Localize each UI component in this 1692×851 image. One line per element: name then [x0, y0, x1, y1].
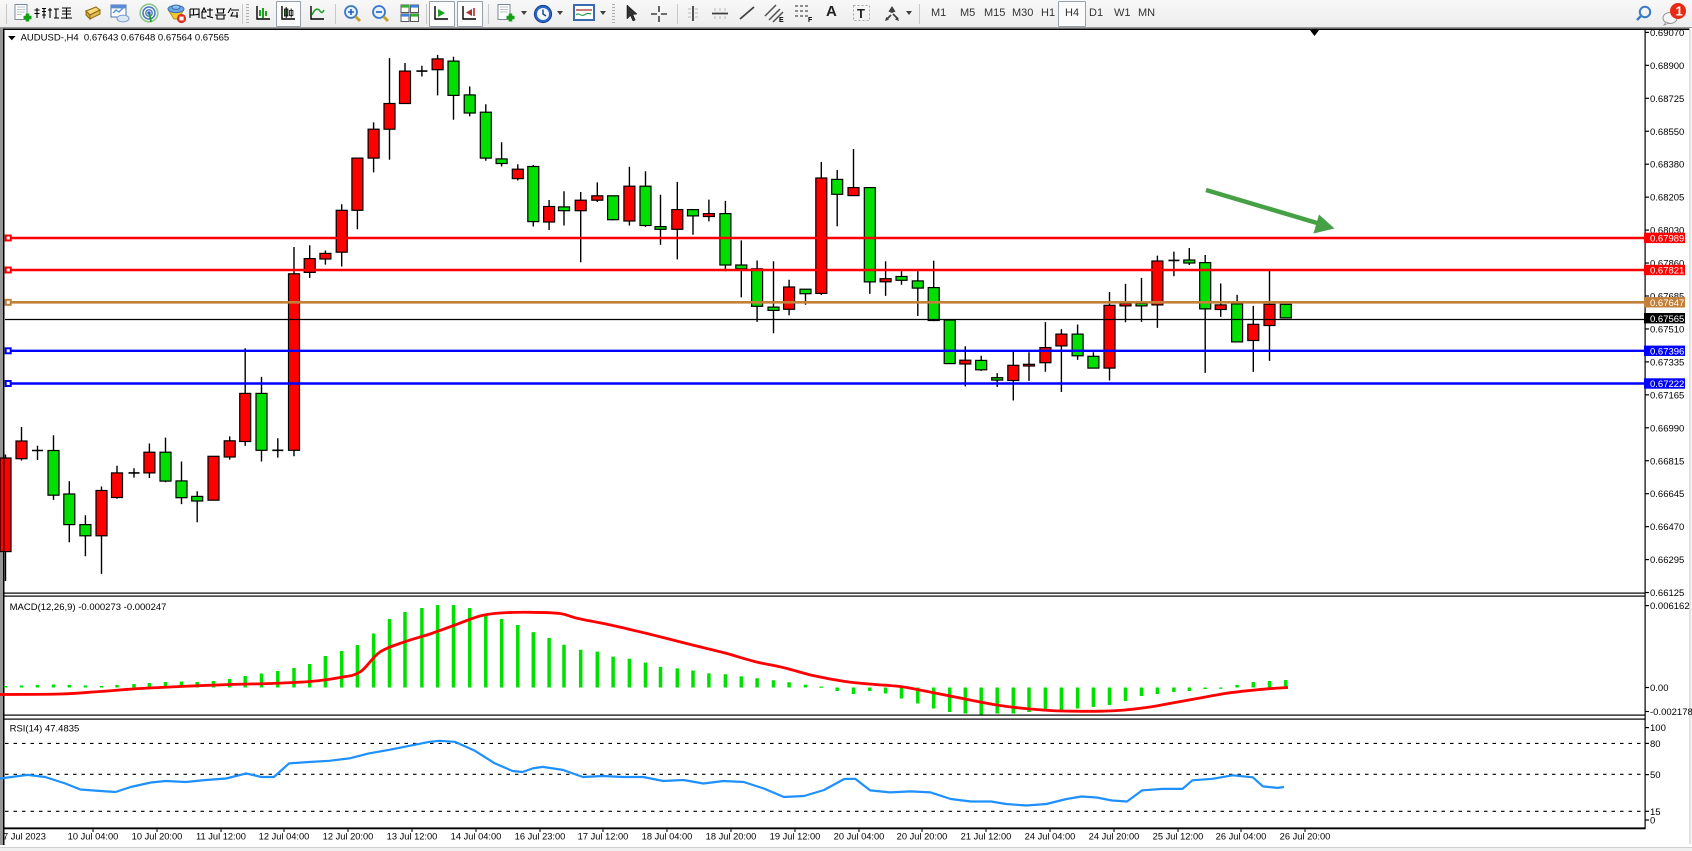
svg-text:12 Jul 20:00: 12 Jul 20:00 — [323, 832, 374, 842]
svg-text:10 Jul 20:00: 10 Jul 20:00 — [132, 832, 183, 842]
svg-text:0.67396: 0.67396 — [1650, 346, 1684, 357]
svg-text:26 Jul 20:00: 26 Jul 20:00 — [1280, 832, 1331, 842]
svg-text:0.67222: 0.67222 — [1650, 379, 1684, 390]
svg-text:20 Jul 20:00: 20 Jul 20:00 — [897, 832, 948, 842]
svg-text:10 Jul 04:00: 10 Jul 04:00 — [68, 832, 119, 842]
svg-text:0.66815: 0.66815 — [1650, 456, 1684, 467]
svg-text:17 Jul 12:00: 17 Jul 12:00 — [578, 832, 629, 842]
svg-text:0.68900: 0.68900 — [1650, 61, 1684, 72]
svg-text:0.68030: 0.68030 — [1650, 226, 1684, 237]
svg-text:24 Jul 04:00: 24 Jul 04:00 — [1025, 832, 1076, 842]
svg-text:20 Jul 04:00: 20 Jul 04:00 — [834, 832, 885, 842]
svg-text:0.68550: 0.68550 — [1650, 127, 1684, 138]
svg-text:MACD(12,26,9) -0.000273 -0.000: MACD(12,26,9) -0.000273 -0.000247 — [10, 602, 167, 613]
svg-text:0.66990: 0.66990 — [1650, 423, 1684, 434]
svg-text:24 Jul 20:00: 24 Jul 20:00 — [1089, 832, 1140, 842]
svg-text:0.00: 0.00 — [1650, 683, 1669, 694]
svg-text:0.67565: 0.67565 — [1650, 314, 1684, 325]
svg-text:0.67860: 0.67860 — [1650, 259, 1684, 270]
svg-text:16 Jul 23:00: 16 Jul 23:00 — [515, 832, 566, 842]
svg-text:80: 80 — [1650, 739, 1661, 750]
svg-text:0.69070: 0.69070 — [1650, 28, 1684, 39]
svg-text:14 Jul 04:00: 14 Jul 04:00 — [451, 832, 502, 842]
svg-text:0.66125: 0.66125 — [1650, 588, 1684, 599]
svg-text:18 Jul 20:00: 18 Jul 20:00 — [706, 832, 757, 842]
svg-text:0.68725: 0.68725 — [1650, 94, 1684, 105]
svg-text:13 Jul 12:00: 13 Jul 12:00 — [387, 832, 438, 842]
svg-text:F: F — [808, 17, 813, 23]
svg-text:15: 15 — [1650, 807, 1661, 818]
svg-text:18 Jul 04:00: 18 Jul 04:00 — [642, 832, 693, 842]
svg-text:0.67821: 0.67821 — [1650, 266, 1684, 277]
svg-text:11 Jul 12:00: 11 Jul 12:00 — [196, 832, 246, 842]
svg-text:E: E — [779, 17, 784, 23]
svg-text:12 Jul 04:00: 12 Jul 04:00 — [259, 832, 310, 842]
svg-text:0.68380: 0.68380 — [1650, 160, 1684, 171]
svg-text:0.67647: 0.67647 — [1650, 298, 1684, 309]
svg-text:0.67685: 0.67685 — [1650, 292, 1684, 303]
svg-text:0.66295: 0.66295 — [1650, 555, 1684, 566]
svg-text:T: T — [857, 6, 865, 21]
svg-text:26 Jul 04:00: 26 Jul 04:00 — [1216, 832, 1267, 842]
svg-text:50: 50 — [1650, 770, 1661, 781]
svg-text:0.67510: 0.67510 — [1650, 324, 1684, 335]
svg-text:0.68205: 0.68205 — [1650, 193, 1684, 204]
svg-text:100: 100 — [1650, 723, 1666, 734]
svg-text:-0.002178: -0.002178 — [1650, 707, 1692, 718]
svg-text:1: 1 — [1676, 4, 1683, 19]
svg-text:0.67165: 0.67165 — [1650, 390, 1684, 401]
svg-text:0.66470: 0.66470 — [1650, 522, 1684, 533]
svg-text:0.66645: 0.66645 — [1650, 489, 1684, 500]
svg-text:21 Jul 12:00: 21 Jul 12:00 — [961, 832, 1012, 842]
svg-text:RSI(14) 47.4835: RSI(14) 47.4835 — [10, 724, 80, 735]
svg-text:0: 0 — [1650, 816, 1655, 827]
svg-text:0.67335: 0.67335 — [1650, 357, 1684, 368]
svg-text:7 Jul 2023: 7 Jul 2023 — [3, 832, 46, 842]
svg-text:0.006162: 0.006162 — [1650, 601, 1690, 612]
svg-text:0.67989: 0.67989 — [1650, 234, 1684, 245]
svg-text:19 Jul 12:00: 19 Jul 12:00 — [770, 832, 821, 842]
svg-text:25 Jul 12:00: 25 Jul 12:00 — [1153, 832, 1204, 842]
svg-text:AUDUSD-,H4 0.67643 0.67648 0.: AUDUSD-,H4 0.67643 0.67648 0.67564 0.675… — [21, 32, 230, 43]
